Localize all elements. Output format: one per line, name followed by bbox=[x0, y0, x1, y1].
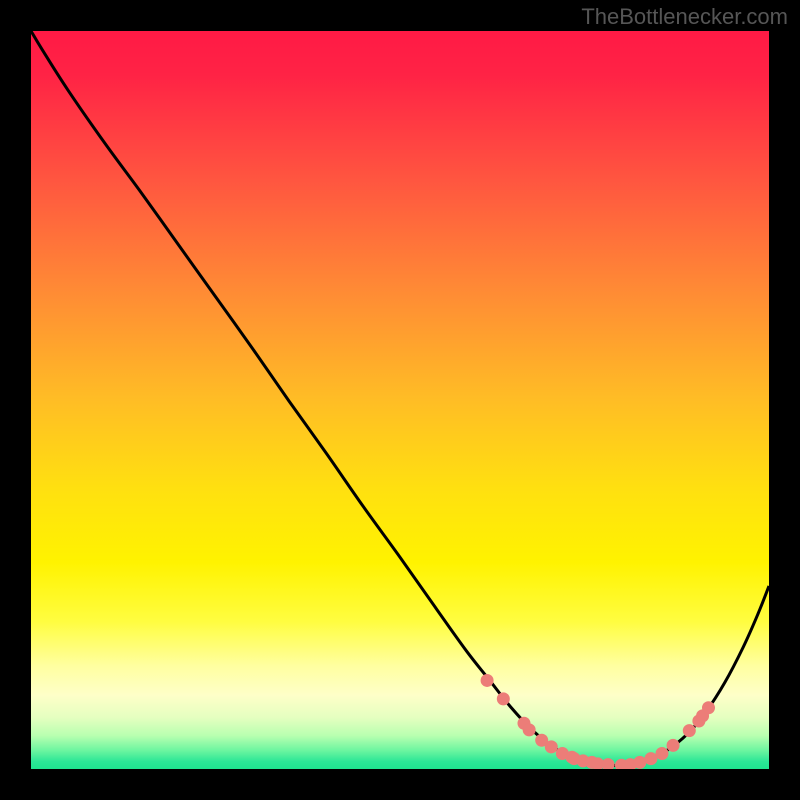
chart-markers bbox=[481, 674, 715, 769]
frame-right bbox=[769, 0, 800, 800]
chart-plot-area bbox=[31, 31, 769, 769]
chart-marker bbox=[602, 758, 615, 769]
chart-marker bbox=[545, 740, 558, 753]
chart-marker bbox=[481, 674, 494, 687]
chart-curve bbox=[31, 31, 769, 766]
chart-marker bbox=[523, 723, 536, 736]
chart-marker bbox=[667, 739, 680, 752]
chart-marker bbox=[683, 724, 696, 737]
chart-marker bbox=[497, 692, 510, 705]
chart-marker bbox=[644, 752, 657, 765]
frame-left bbox=[0, 0, 31, 800]
chart-marker bbox=[702, 701, 715, 714]
attribution-text: TheBottlenecker.com bbox=[581, 4, 788, 30]
chart-line-layer bbox=[31, 31, 769, 769]
chart-marker bbox=[655, 747, 668, 760]
chart-marker bbox=[633, 756, 646, 769]
frame-bottom bbox=[0, 769, 800, 800]
